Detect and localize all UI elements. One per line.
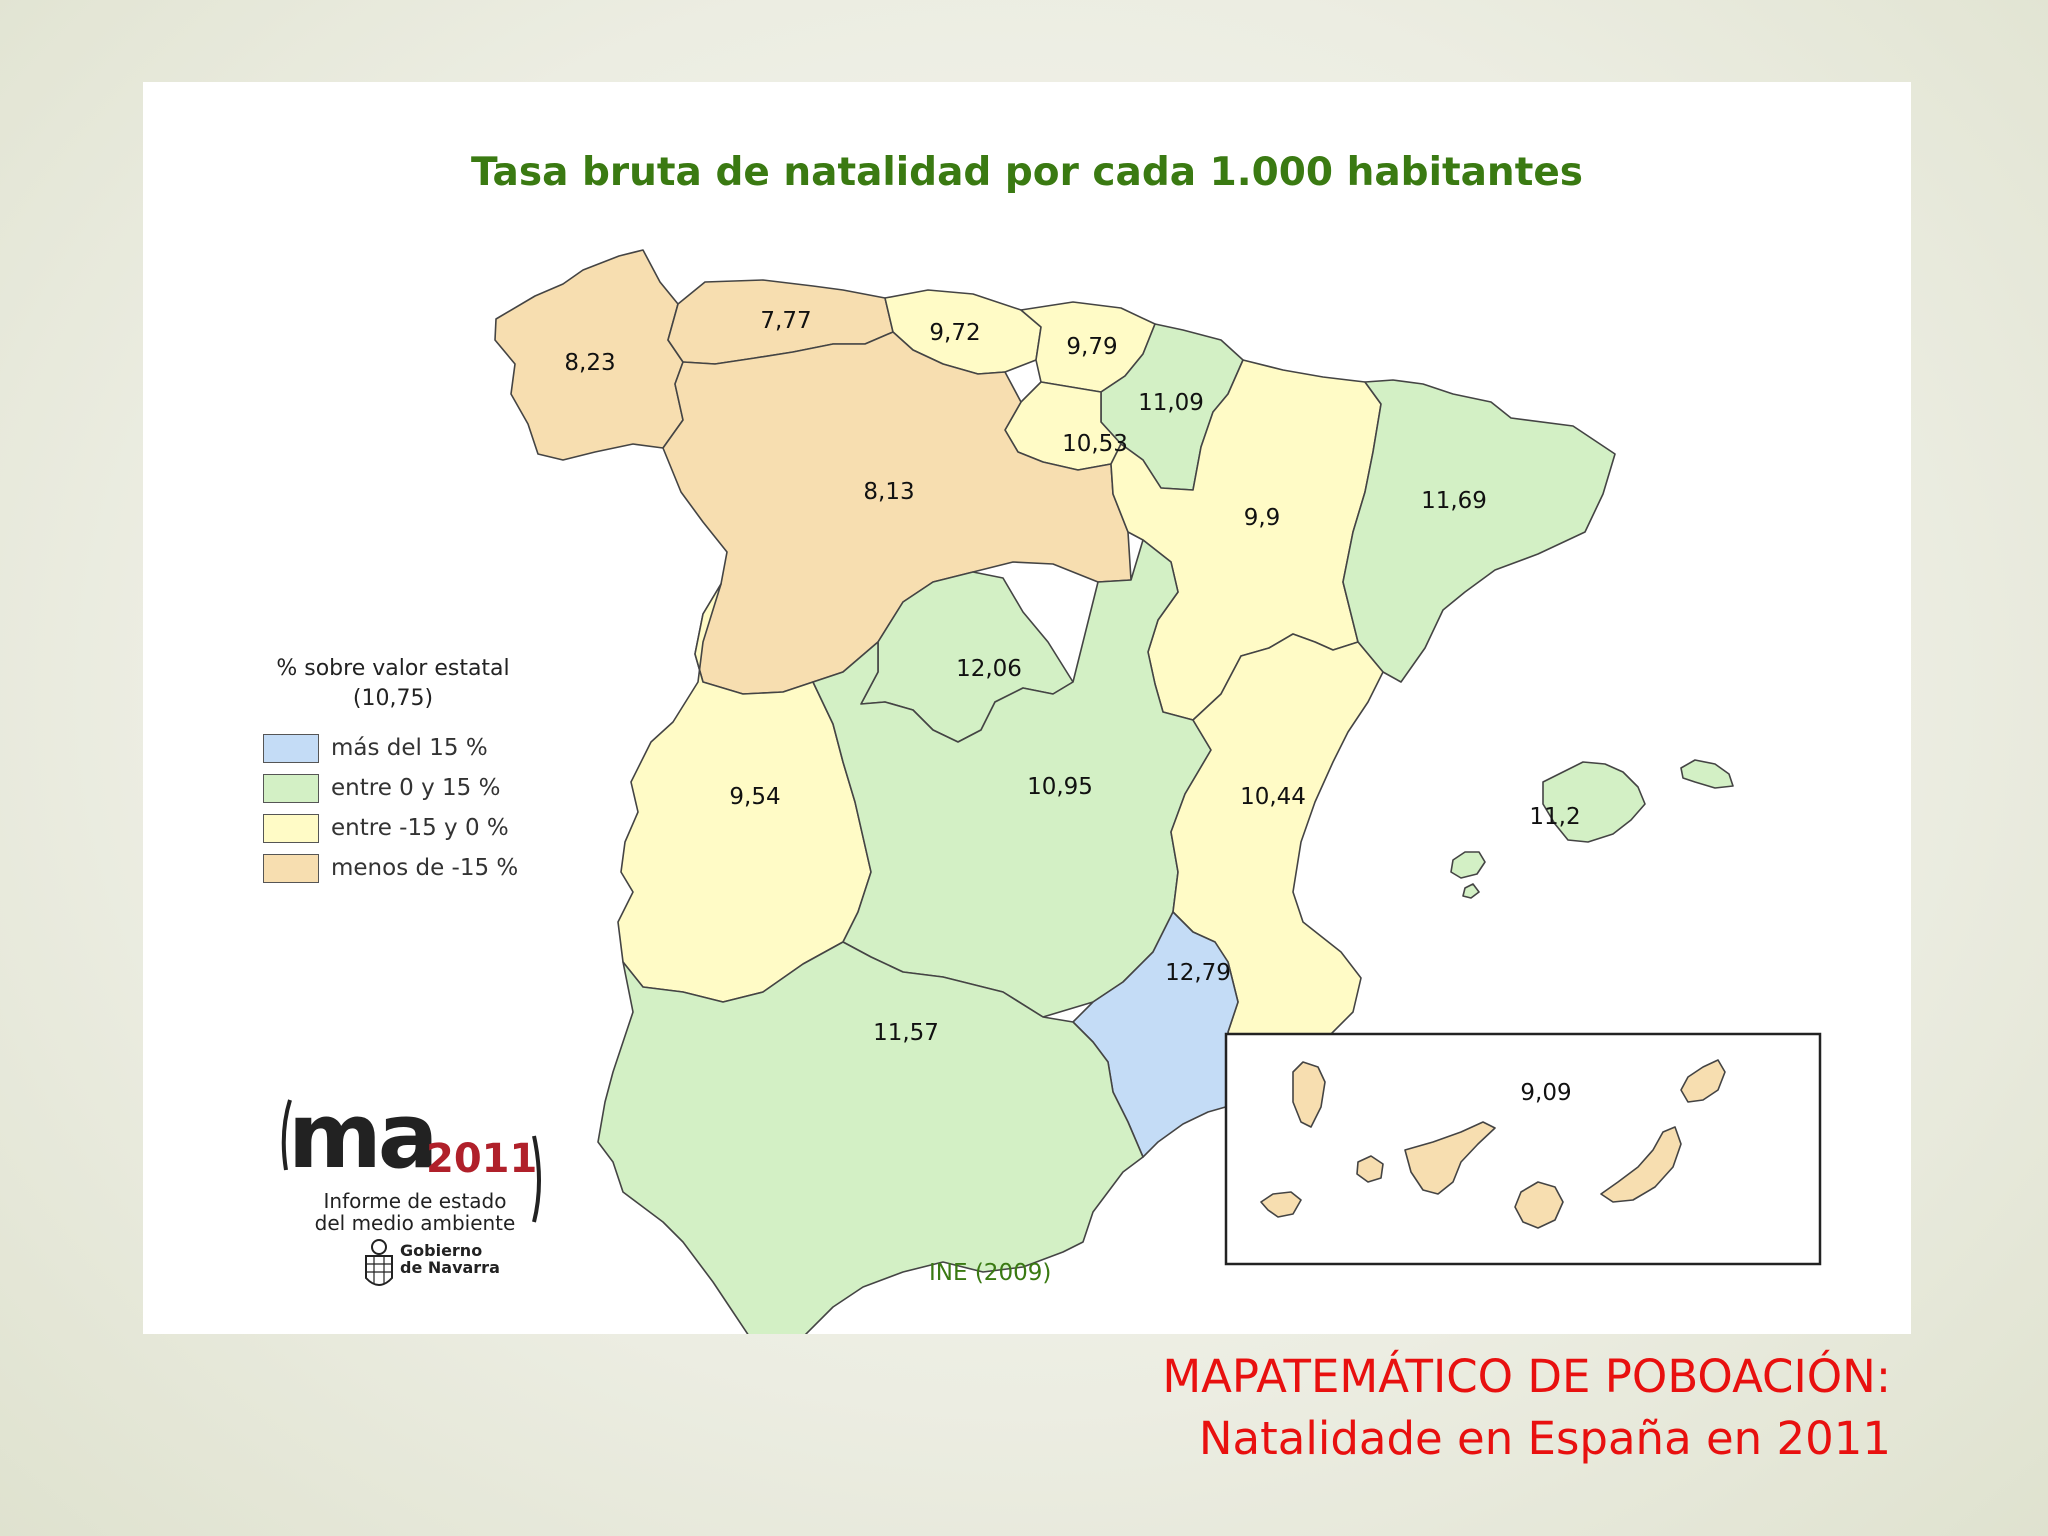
region-canarias-lanzarote [1680, 1059, 1726, 1103]
logo-brackets [281, 1099, 541, 1223]
value-canarias: 9,09 [1520, 1080, 1571, 1106]
value-castilla-leon: 8,13 [863, 479, 914, 505]
navarra-shield-icon [365, 1239, 393, 1286]
value-pais-vasco: 9,79 [1066, 334, 1117, 360]
region-castilla-leon [662, 331, 1132, 695]
legend-items: más del 15 % entre 0 y 15 % entre -15 y … [263, 728, 583, 888]
region-cataluna [1342, 379, 1616, 683]
ma2011-logo: ma 2011 Informe de estado del medio ambi… [278, 1084, 568, 1286]
region-values: 8,23 7,77 9,72 9,79 11,09 10,53 8,13 9,9… [564, 308, 1580, 1106]
logo-gov: Gobierno de Navarra [400, 1242, 500, 1276]
value-madrid: 12,06 [956, 656, 1022, 682]
legend-item: más del 15 % [263, 728, 583, 768]
logo-year: 2011 [426, 1136, 538, 1182]
legend-swatch [263, 733, 319, 763]
value-asturias: 7,77 [760, 308, 811, 334]
value-aragon: 9,9 [1244, 505, 1281, 531]
legend-title-line2: (10,75) [352, 686, 434, 711]
legend-label: entre -15 y 0 % [331, 815, 509, 841]
legend: % sobre valor estatal (10,75) más del 15… [263, 654, 583, 888]
value-navarra: 11,09 [1138, 390, 1204, 416]
legend-label: entre 0 y 15 % [331, 775, 501, 801]
legend-title-line1: % sobre valor estatal [276, 656, 510, 681]
legend-item: menos de -15 % [263, 848, 583, 888]
value-la-rioja: 10,53 [1062, 431, 1128, 457]
spain-map: 8,23 7,77 9,72 9,79 11,09 10,53 8,13 9,9… [494, 249, 1822, 1334]
legend-swatch [263, 813, 319, 843]
value-murcia: 12,79 [1165, 960, 1231, 986]
legend-label: menos de -15 % [331, 855, 519, 881]
logo-main: ma [288, 1084, 439, 1189]
value-castilla-la-mancha: 10,95 [1027, 774, 1093, 800]
region-canarias-gran-canaria [1514, 1181, 1564, 1229]
region-canarias-el-hierro [1260, 1191, 1302, 1218]
caption-line2: Natalidade en España en 2011 [1198, 1412, 1891, 1465]
legend-item: entre -15 y 0 % [263, 808, 583, 848]
logo-subtitle-line2: del medio ambiente [314, 1211, 516, 1235]
value-cataluna: 11,69 [1421, 488, 1487, 514]
logo-subtitle-line1: Informe de estado [323, 1189, 507, 1213]
map-panel: Tasa bruta de natalidad por cada 1.000 h… [143, 82, 1911, 1334]
region-canarias-la-gomera [1356, 1155, 1384, 1183]
slide-caption: MAPATEMÁTICO DE POBOACIÓN: Natalidade en… [1162, 1346, 1891, 1470]
legend-swatch [263, 773, 319, 803]
value-extremadura: 9,54 [729, 784, 780, 810]
value-baleares: 11,2 [1529, 804, 1580, 830]
legend-item: entre 0 y 15 % [263, 768, 583, 808]
logo-subtitle: Informe de estado del medio ambiente [300, 1190, 530, 1234]
logo-gov-line1: Gobierno [400, 1241, 483, 1260]
region-baleares-ibiza [1450, 851, 1486, 879]
map-title: Tasa bruta de natalidad por cada 1.000 h… [470, 150, 1583, 195]
logo-gov-line2: de Navarra [400, 1258, 500, 1277]
region-baleares-formentera [1462, 883, 1480, 899]
region-canarias-tenerife [1404, 1121, 1496, 1195]
region-baleares-menorca [1680, 759, 1734, 789]
value-galicia: 8,23 [564, 350, 615, 376]
region-andalucia [597, 941, 1144, 1334]
legend-swatch [263, 853, 319, 883]
value-cantabria: 9,72 [929, 320, 980, 346]
region-baleares-mallorca [1542, 761, 1646, 843]
region-canarias-fuerteventura [1600, 1126, 1682, 1203]
value-andalucia: 11,57 [873, 1020, 939, 1046]
legend-label: más del 15 % [331, 735, 488, 761]
region-murcia [1072, 911, 1264, 1158]
value-valencia: 10,44 [1240, 784, 1306, 810]
source-label: INE (2009) [929, 1260, 1052, 1286]
region-canarias-la-palma [1292, 1061, 1326, 1128]
caption-line1: MAPATEMÁTICO DE POBOACIÓN: [1162, 1350, 1891, 1403]
